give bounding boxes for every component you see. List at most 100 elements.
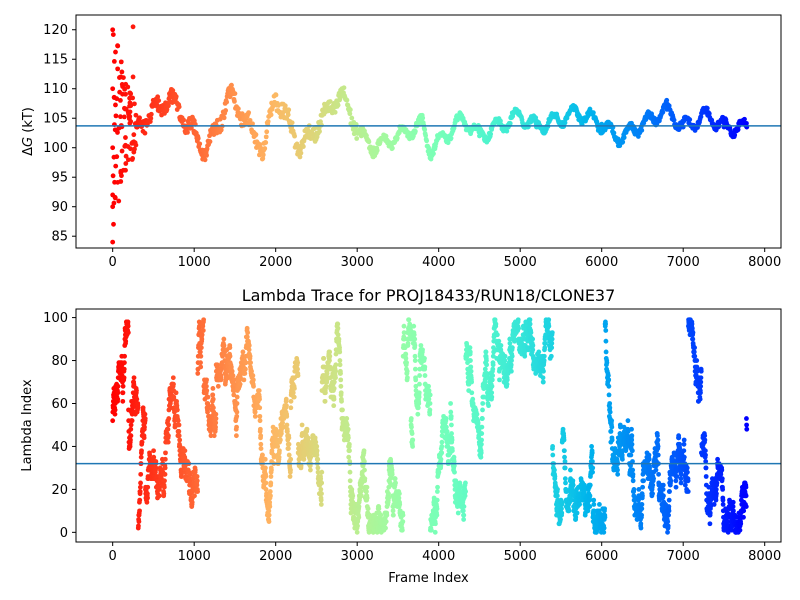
lambda-point <box>335 325 341 331</box>
lambda-point <box>120 390 126 396</box>
lambda-point <box>629 426 634 432</box>
lambda-point <box>319 491 324 497</box>
lambda-point <box>508 362 514 368</box>
dg-point <box>148 111 154 117</box>
lambda-point <box>356 514 362 520</box>
dg-point <box>156 98 162 103</box>
lambda-point <box>347 448 352 454</box>
lambda-point <box>204 388 210 394</box>
lambda-point <box>681 448 687 454</box>
lambda-point <box>483 349 489 355</box>
lambda-point <box>266 519 272 524</box>
lambda-point <box>257 413 263 419</box>
lambda-point <box>546 317 552 323</box>
dg-points <box>110 24 750 245</box>
lambda-point <box>561 448 567 454</box>
lambda-point <box>333 362 339 368</box>
lambda-point <box>546 323 552 329</box>
lambda-point <box>284 413 290 419</box>
dg-point <box>218 127 224 133</box>
lambda-point <box>605 373 611 378</box>
dg-point <box>110 239 116 245</box>
lambda-point <box>245 330 251 336</box>
lambda-point <box>337 349 343 355</box>
dg-x-tick-label: 2000 <box>259 255 292 270</box>
lambda-point <box>412 366 418 372</box>
dg-point <box>130 95 136 101</box>
lambda-point <box>213 411 219 417</box>
lambda-point <box>125 319 131 325</box>
lambda-point <box>666 512 671 518</box>
lambda-point <box>166 416 172 421</box>
lambda-point <box>527 317 533 323</box>
lambda-point <box>408 416 414 421</box>
lambda-point <box>383 525 388 531</box>
dg-y-tick-label: 115 <box>43 53 68 68</box>
lambda-point <box>321 355 327 361</box>
lambda-point <box>638 521 644 527</box>
lambda-point <box>176 433 182 439</box>
lambda-point <box>655 437 661 443</box>
lambda-point <box>502 358 508 363</box>
dg-point <box>119 69 125 75</box>
lambda-point <box>403 355 409 361</box>
lambda-point <box>582 484 588 490</box>
dg-x-tick-label: 8000 <box>748 255 781 270</box>
lambda-point <box>346 454 352 460</box>
dg-point <box>507 121 513 126</box>
lambda-point <box>204 377 209 383</box>
lambda-point <box>460 508 466 514</box>
dg-point <box>119 81 125 87</box>
lambda-point <box>170 375 176 381</box>
lambda-point <box>463 489 468 494</box>
lambda-point <box>673 478 679 484</box>
lambda-point <box>228 364 234 370</box>
lambda-point <box>376 506 382 512</box>
lambda-point <box>110 418 116 424</box>
lambda-point <box>668 478 674 484</box>
lambda-point <box>550 444 556 449</box>
dg-point <box>366 139 372 145</box>
dg-point <box>298 150 304 156</box>
lambda-point <box>292 386 297 391</box>
lambda-point <box>397 491 402 497</box>
lambda-point <box>482 366 488 372</box>
lambda-point <box>433 521 438 527</box>
lambda-point <box>677 446 683 451</box>
lambda-point <box>378 512 384 518</box>
lambda-point <box>140 405 146 411</box>
lambda-point <box>267 504 273 509</box>
lambda-point <box>542 345 548 351</box>
dg-point <box>125 157 131 163</box>
lambda-point <box>252 413 258 419</box>
lambda-point <box>410 444 416 449</box>
lambda-point <box>480 401 486 406</box>
lambda-point <box>338 390 344 396</box>
lambda-point <box>241 377 247 383</box>
dg-point <box>111 95 117 100</box>
lambda-point <box>615 471 621 477</box>
dg-point <box>189 125 194 131</box>
dg-y-tick-label: 85 <box>51 230 68 245</box>
lambda-point <box>426 388 432 394</box>
lambda-point <box>271 454 277 460</box>
lambda-point <box>449 448 455 454</box>
lambda-point <box>587 482 593 488</box>
lambda-point <box>227 345 233 351</box>
dg-point <box>133 142 139 148</box>
lambda-point <box>337 362 343 368</box>
lambda-point <box>139 439 145 445</box>
lambda-point <box>285 429 290 434</box>
lambda-point <box>318 476 324 482</box>
dg-point <box>115 130 120 135</box>
lambda-point <box>327 353 333 359</box>
dg-point <box>122 106 128 112</box>
lambda-point <box>131 375 137 381</box>
lambda-point <box>115 390 121 396</box>
lambda-point <box>315 465 321 471</box>
lambda-point <box>468 364 474 370</box>
lambda-point <box>475 420 481 426</box>
dg-point <box>498 118 503 124</box>
lambda-point <box>647 465 653 471</box>
